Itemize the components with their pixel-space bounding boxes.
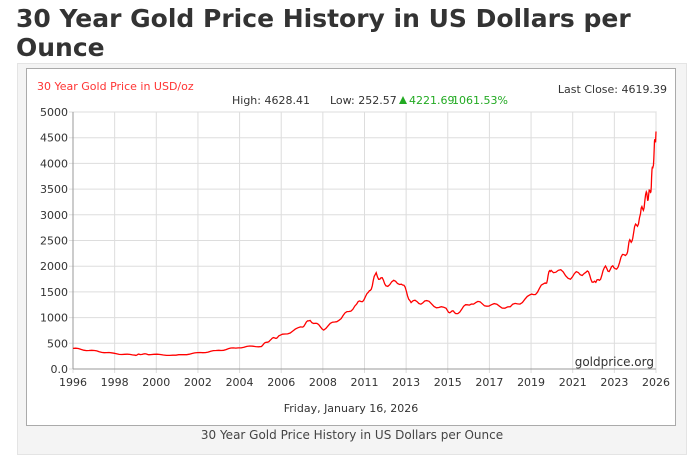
x-tick-label: 2021 xyxy=(559,376,587,389)
x-tick-label: 2013 xyxy=(392,376,420,389)
stats-high: High: 4628.41 xyxy=(232,94,310,107)
y-tick-label: 2500 xyxy=(40,235,68,248)
y-tick-label: 0.0 xyxy=(51,363,69,376)
price-line xyxy=(72,131,657,357)
page-title: 30 Year Gold Price History in US Dollars… xyxy=(16,4,631,62)
stats-change: 4221.69 xyxy=(409,94,455,107)
y-tick-label: 1500 xyxy=(40,286,68,299)
y-tick-label: 3500 xyxy=(40,183,68,196)
x-tick-label: 2002 xyxy=(184,376,212,389)
x-tick-label: 1998 xyxy=(101,376,129,389)
stats-low: Low: 252.57 xyxy=(330,94,397,107)
watermark: goldprice.org xyxy=(575,355,654,369)
y-tick-label: 2000 xyxy=(40,260,68,273)
figure-caption: 30 Year Gold Price History in US Dollars… xyxy=(200,428,504,442)
x-tick-label: 2000 xyxy=(142,376,170,389)
x-tick-label: 2008 xyxy=(309,376,337,389)
x-tick-label: 2011 xyxy=(351,376,379,389)
chart-panel: 30 Year Gold Price in USD/oz Last Close:… xyxy=(26,68,676,426)
chart-title: 30 Year Gold Price in USD/oz xyxy=(37,80,194,93)
y-tick-label: 3000 xyxy=(40,209,68,222)
y-tick-label: 5000 xyxy=(40,106,68,119)
gold-price-chart: 30 Year Gold Price in USD/oz Last Close:… xyxy=(37,80,670,415)
stats-change-pct: 1061.53% xyxy=(452,94,508,107)
date-label: Friday, January 16, 2026 xyxy=(284,402,419,415)
x-tick-label: 2017 xyxy=(475,376,503,389)
x-tick-label: 2026 xyxy=(642,376,670,389)
x-tick-label: 2019 xyxy=(517,376,545,389)
x-tick-label: 2004 xyxy=(226,376,254,389)
last-close: Last Close: 4619.39 xyxy=(558,83,667,96)
y-tick-label: 4500 xyxy=(40,132,68,145)
y-tick-label: 1000 xyxy=(40,312,68,325)
x-tick-label: 2015 xyxy=(434,376,462,389)
up-arrow-icon xyxy=(399,96,407,104)
x-tick-label: 2006 xyxy=(267,376,295,389)
y-tick-label: 500 xyxy=(47,337,68,350)
chart-figure: 30 Year Gold Price in USD/oz Last Close:… xyxy=(17,63,687,455)
y-tick-label: 4000 xyxy=(40,157,68,170)
x-tick-label: 2023 xyxy=(600,376,628,389)
x-tick-label: 1996 xyxy=(59,376,87,389)
